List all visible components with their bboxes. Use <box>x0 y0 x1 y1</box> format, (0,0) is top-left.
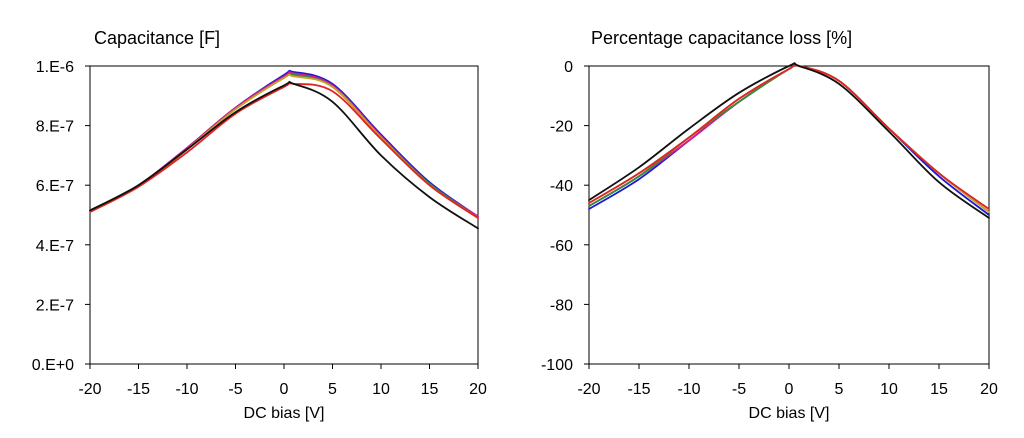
capacitance-loss-chart: Percentage capacitance loss [%] -20 -15 -1… <box>541 28 998 422</box>
capacitance-chart: Capacitance [F] -20 -15 -10 -5 0 5 10 15 20 0.E+0… <box>32 28 487 422</box>
capacitance-loss-plot-frame <box>588 65 990 365</box>
capacitance-loss-x-tick-label: 20 <box>980 381 998 398</box>
capacitance-loss-y-tick-label: -20 <box>550 119 573 136</box>
capacitance-series-line-4 <box>89 73 479 219</box>
capacitance-y-tick-label: 4.E-7 <box>36 238 74 255</box>
capacitance-loss-y-tick-label: -80 <box>550 297 573 314</box>
capacitance-y-tick-label: 6.E-7 <box>36 178 74 195</box>
capacitance-loss-x-axis-label: DC bias [V] <box>749 405 830 422</box>
capacitance-y-tick-label: 1.E-6 <box>36 59 74 76</box>
capacitance-loss-x-tick-label: -20 <box>577 381 600 398</box>
capacitance-y-tick-label: 0.E+0 <box>32 357 74 374</box>
capacitance-loss-x-tick-label: -15 <box>627 381 650 398</box>
capacitance-loss-series-line-2 <box>588 63 990 213</box>
capacitance-x-axis-label: DC bias [V] <box>244 405 325 422</box>
capacitance-loss-x-tick-label: -10 <box>677 381 700 398</box>
capacitance-loss-y-tick-label: -100 <box>541 357 573 374</box>
capacitance-loss-x-tick-label: 0 <box>785 381 794 398</box>
capacitance-chart-title: Capacitance [F] <box>94 28 220 48</box>
capacitance-loss-y-tick-label: -40 <box>550 178 573 195</box>
capacitance-loss-x-tick-label: 15 <box>930 381 948 398</box>
capacitance-plot-marks: -20 -15 -10 -5 0 5 10 15 20 0.E+0 2.E-7 4.E-7 6.E-7 8… <box>32 59 487 398</box>
capacitance-series-line-6 <box>89 80 479 230</box>
capacitance-loss-x-tick-label: 10 <box>880 381 898 398</box>
capacitance-x-tick-label: 10 <box>372 381 390 398</box>
capacitance-loss-series-line-1 <box>588 63 990 216</box>
capacitance-loss-series-line-4 <box>588 63 990 213</box>
capacitance-x-tick-label: 0 <box>280 381 289 398</box>
capacitance-x-tick-label: -5 <box>228 381 242 398</box>
capacitance-x-tick-label: -20 <box>78 381 101 398</box>
capacitance-loss-x-tick-label: -5 <box>732 381 746 398</box>
capacitance-loss-y-tick-label: 0 <box>564 59 573 76</box>
capacitance-x-tick-label: 5 <box>328 381 337 398</box>
capacitance-loss-x-tick-label: 5 <box>835 381 844 398</box>
capacitance-x-tick-label: -15 <box>127 381 150 398</box>
capacitance-loss-series-line-6 <box>588 62 990 219</box>
capacitance-y-tick-label: 8.E-7 <box>36 119 74 136</box>
capacitance-x-tick-label: -10 <box>175 381 198 398</box>
capacitance-x-tick-label: 15 <box>421 381 439 398</box>
capacitance-x-tick-label: 20 <box>469 381 487 398</box>
capacitance-loss-plot-marks: -20 -15 -10 -5 0 5 10 15 20 -100 -80 -60 -40 -20 0 <box>541 59 998 398</box>
capacitance-loss-y-tick-label: -60 <box>550 238 573 255</box>
capacitance-series-line-1 <box>89 69 479 218</box>
capacitance-y-tick-label: 2.E-7 <box>36 297 74 314</box>
capacitance-series-line-3 <box>89 72 479 219</box>
capacitance-loss-series-line-5 <box>588 63 990 210</box>
capacitance-plot-frame <box>89 65 479 365</box>
capacitance-series-line-5 <box>89 82 479 219</box>
capacitance-loss-series-line-3 <box>588 63 990 213</box>
capacitance-loss-chart-title: Percentage capacitance loss [%] <box>591 28 852 48</box>
capacitance-series-line-2 <box>89 71 479 218</box>
